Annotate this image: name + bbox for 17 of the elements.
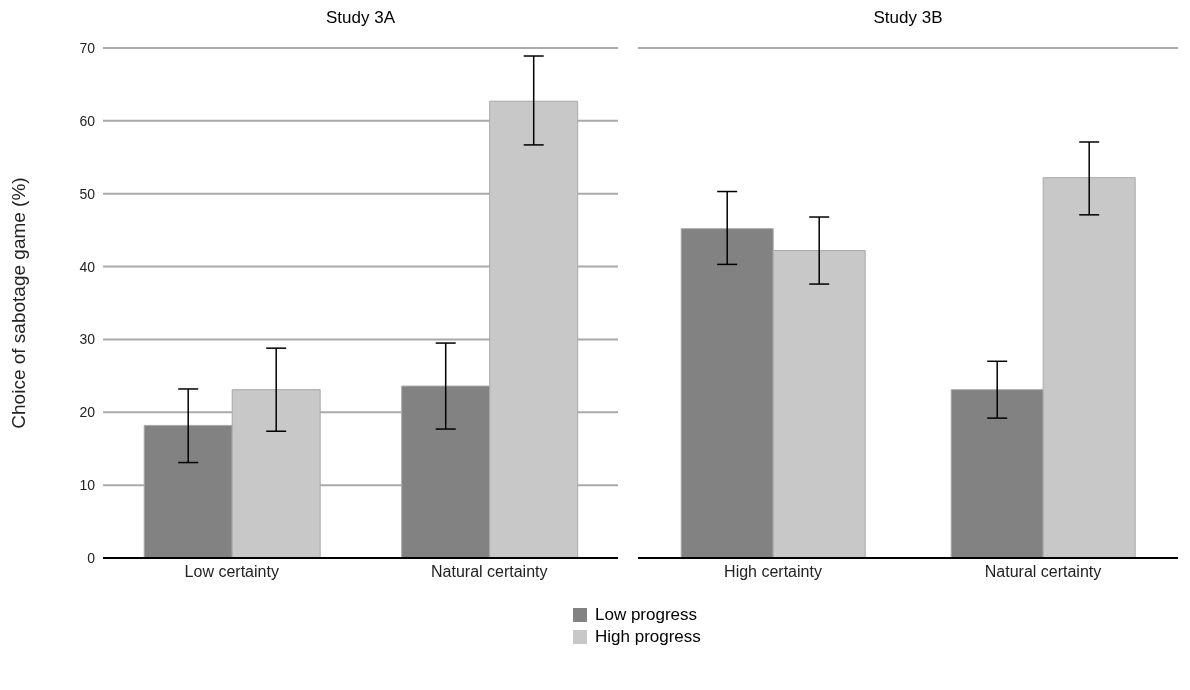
- x-tick-label: Natural certainty: [984, 563, 1102, 581]
- chart-title: Study 3A: [325, 8, 396, 29]
- legend-label: High progress: [595, 627, 701, 647]
- y-tick-label: 0: [87, 549, 96, 566]
- y-tick-label: 10: [79, 477, 96, 494]
- y-axis-title: Choice of sabotage game (%): [7, 177, 29, 429]
- x-tick-label: Low certainty: [184, 563, 279, 581]
- x-tick-label: High certainty: [724, 563, 822, 581]
- legend-label: Low progress: [595, 605, 698, 625]
- y-tick-label: 60: [79, 112, 96, 129]
- chart-title: Study 3B: [872, 8, 944, 29]
- y-tick-label: 40: [79, 258, 96, 275]
- y-tick-label: 20: [79, 404, 96, 421]
- x-tick-label: Natural certainty: [431, 563, 548, 581]
- y-tick-label: 70: [79, 39, 96, 56]
- y-tick-label: 30: [79, 331, 96, 348]
- y-tick-label: 50: [79, 185, 96, 202]
